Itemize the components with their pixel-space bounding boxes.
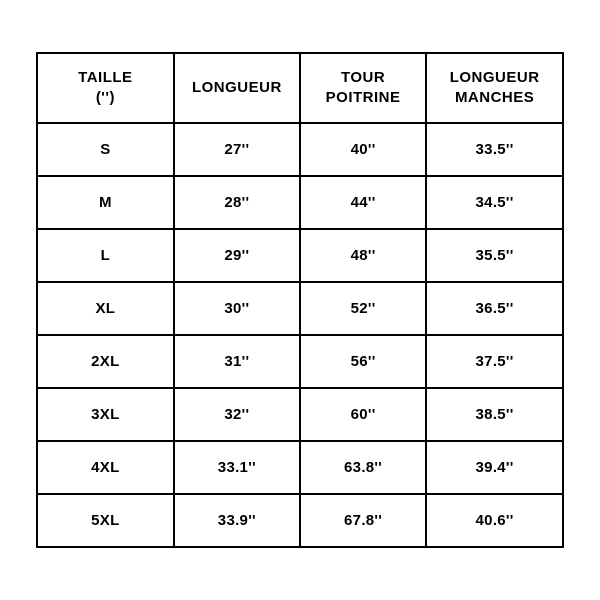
cell-size: 5XL bbox=[37, 494, 174, 547]
cell-sleeve: 37.5'' bbox=[426, 335, 563, 388]
header-label: TAILLE bbox=[44, 68, 167, 88]
header-label: MANCHES bbox=[433, 88, 556, 108]
table-row: L 29'' 48'' 35.5'' bbox=[37, 229, 563, 282]
cell-sleeve: 38.5'' bbox=[426, 388, 563, 441]
cell-length: 33.1'' bbox=[174, 441, 300, 494]
header-label: LONGUEUR bbox=[433, 68, 556, 88]
table-row: 4XL 33.1'' 63.8'' 39.4'' bbox=[37, 441, 563, 494]
size-chart-container: TAILLE ('') LONGUEUR TOUR POITRINE LONGU… bbox=[36, 52, 564, 549]
table-row: XL 30'' 52'' 36.5'' bbox=[37, 282, 563, 335]
cell-size: 3XL bbox=[37, 388, 174, 441]
cell-sleeve: 40.6'' bbox=[426, 494, 563, 547]
size-chart-table: TAILLE ('') LONGUEUR TOUR POITRINE LONGU… bbox=[36, 52, 564, 549]
cell-chest: 44'' bbox=[300, 176, 426, 229]
header-tour-poitrine: TOUR POITRINE bbox=[300, 53, 426, 124]
header-longueur-manches: LONGUEUR MANCHES bbox=[426, 53, 563, 124]
cell-chest: 52'' bbox=[300, 282, 426, 335]
cell-chest: 63.8'' bbox=[300, 441, 426, 494]
cell-length: 31'' bbox=[174, 335, 300, 388]
cell-chest: 56'' bbox=[300, 335, 426, 388]
header-row: TAILLE ('') LONGUEUR TOUR POITRINE LONGU… bbox=[37, 53, 563, 124]
header-label: LONGUEUR bbox=[181, 78, 293, 98]
cell-length: 29'' bbox=[174, 229, 300, 282]
table-body: S 27'' 40'' 33.5'' M 28'' 44'' 34.5'' L … bbox=[37, 123, 563, 547]
cell-sleeve: 39.4'' bbox=[426, 441, 563, 494]
cell-length: 30'' bbox=[174, 282, 300, 335]
table-row: 2XL 31'' 56'' 37.5'' bbox=[37, 335, 563, 388]
cell-size: 4XL bbox=[37, 441, 174, 494]
cell-size: S bbox=[37, 123, 174, 176]
cell-sleeve: 33.5'' bbox=[426, 123, 563, 176]
cell-chest: 67.8'' bbox=[300, 494, 426, 547]
cell-size: L bbox=[37, 229, 174, 282]
cell-chest: 48'' bbox=[300, 229, 426, 282]
header-label: TOUR bbox=[307, 68, 419, 88]
cell-chest: 40'' bbox=[300, 123, 426, 176]
cell-sleeve: 36.5'' bbox=[426, 282, 563, 335]
cell-length: 32'' bbox=[174, 388, 300, 441]
table-header: TAILLE ('') LONGUEUR TOUR POITRINE LONGU… bbox=[37, 53, 563, 124]
cell-length: 33.9'' bbox=[174, 494, 300, 547]
header-label: ('') bbox=[44, 88, 167, 108]
cell-length: 28'' bbox=[174, 176, 300, 229]
table-row: 5XL 33.9'' 67.8'' 40.6'' bbox=[37, 494, 563, 547]
cell-chest: 60'' bbox=[300, 388, 426, 441]
cell-sleeve: 35.5'' bbox=[426, 229, 563, 282]
cell-sleeve: 34.5'' bbox=[426, 176, 563, 229]
table-row: M 28'' 44'' 34.5'' bbox=[37, 176, 563, 229]
cell-length: 27'' bbox=[174, 123, 300, 176]
header-taille: TAILLE ('') bbox=[37, 53, 174, 124]
cell-size: XL bbox=[37, 282, 174, 335]
cell-size: 2XL bbox=[37, 335, 174, 388]
table-row: 3XL 32'' 60'' 38.5'' bbox=[37, 388, 563, 441]
header-longueur: LONGUEUR bbox=[174, 53, 300, 124]
header-label: POITRINE bbox=[307, 88, 419, 108]
table-row: S 27'' 40'' 33.5'' bbox=[37, 123, 563, 176]
cell-size: M bbox=[37, 176, 174, 229]
